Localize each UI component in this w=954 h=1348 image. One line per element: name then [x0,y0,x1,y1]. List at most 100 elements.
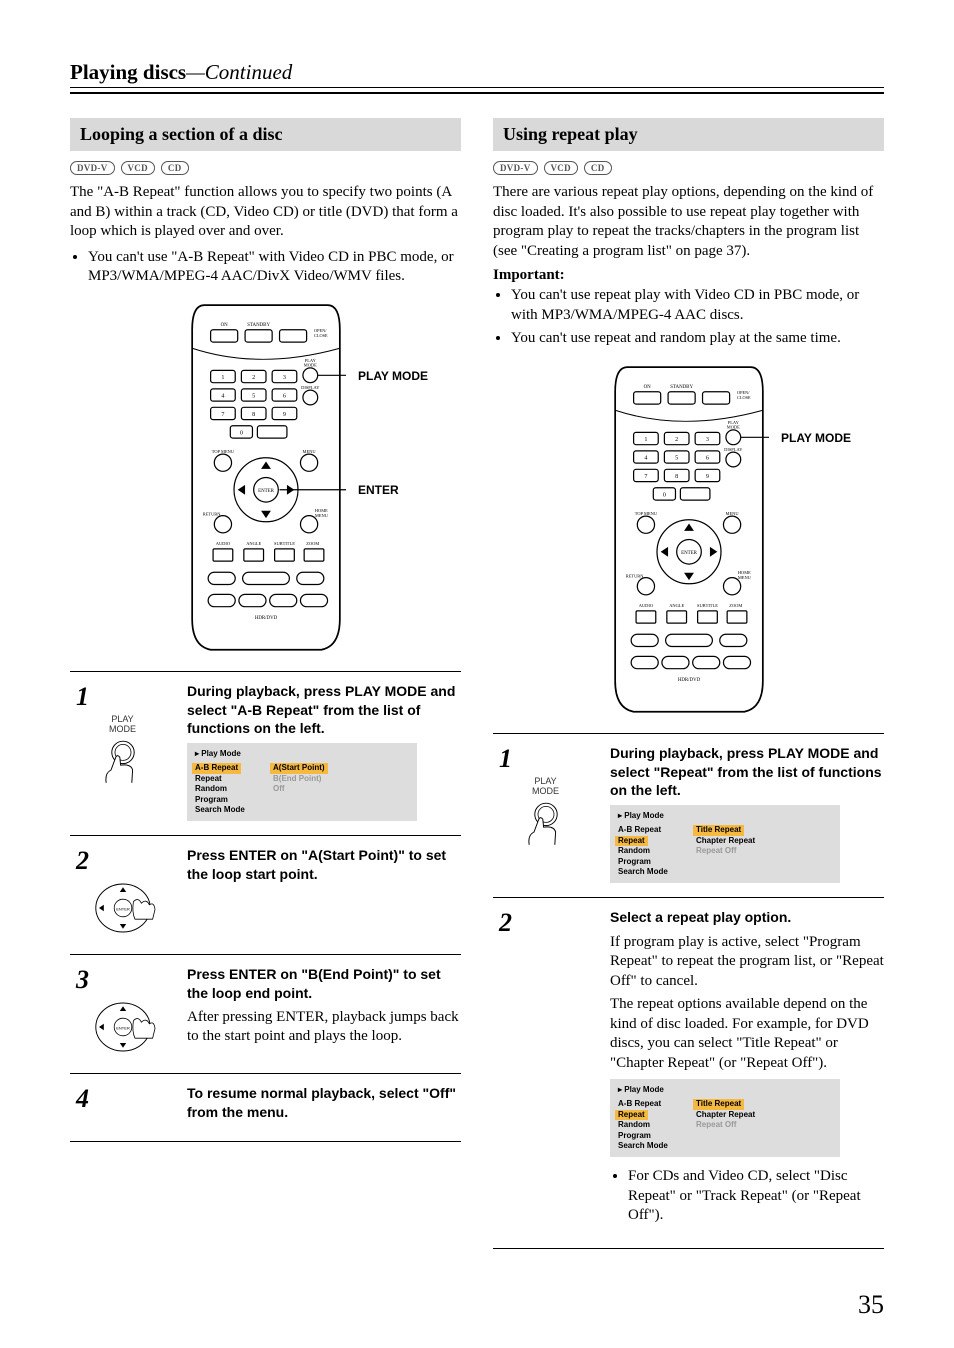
svg-text:CLOSE: CLOSE [313,333,327,338]
svg-text:MENU: MENU [314,512,328,517]
menu-title: Play Mode [624,811,664,820]
svg-text:AUDIO: AUDIO [215,541,230,546]
step-1-right: 1 PLAY MODE During playback, press PLAY … [493,733,884,897]
menu-item: A-B Repeat [192,763,241,773]
svg-text:6: 6 [705,455,708,461]
right-column: Using repeat play DVD-V VCD CD There are… [493,118,884,1249]
menu-item: Program [195,795,273,805]
svg-text:ON: ON [643,385,651,390]
svg-text:4: 4 [221,393,224,399]
remote-icon: ONSTANDBYOPEN/CLOSE 1 2 3 4 5 6 7 8 9 0 … [186,299,346,656]
callout-enter: ENTER [358,483,399,497]
disc-badges-right: DVD-V VCD CD [493,161,884,175]
menu-item: Program [618,1131,696,1141]
svg-text:9: 9 [282,411,285,417]
remote-illustration-right: ONSTANDBYOPEN/CLOSE 1 2 3 4 5 6 7 8 9 0 … [493,361,884,718]
svg-text:ON: ON [220,323,228,328]
menu-item: A-B Repeat [618,1099,696,1109]
intro-left: The "A-B Repeat" function allows you to … [70,183,461,242]
svg-text:6: 6 [282,393,285,399]
press-button-icon [95,734,151,790]
menu-item: B(End Point) [273,774,409,784]
step-heading: During playback, press PLAY MODE and sel… [610,744,884,799]
svg-text:9: 9 [705,473,708,479]
menu-item: Off [273,784,409,794]
svg-text:2: 2 [252,374,255,380]
step-extra: If program play is active, select "Progr… [610,933,884,992]
svg-text:0: 0 [239,430,242,436]
svg-text:MENU: MENU [302,448,316,453]
step-3-left: 3 ENTER Press ENTER on "B(End Point)" to… [70,954,461,1073]
step-heading: To resume normal playback, select "Off" … [187,1084,461,1120]
menu-item: Repeat Off [696,846,832,856]
svg-text:SUBTITLE: SUBTITLE [274,541,295,546]
step-heading: During playback, press PLAY MODE and sel… [187,682,461,737]
svg-text:8: 8 [252,411,255,417]
step-number: 1 [499,744,512,774]
svg-text:ENTER: ENTER [116,907,130,912]
svg-text:RETURN: RETURN [625,573,643,578]
svg-text:7: 7 [644,473,647,479]
svg-text:STANDBY: STANDBY [670,385,693,390]
svg-text:DISPLAY: DISPLAY [301,384,320,389]
step-1-left: 1 PLAY MODE During playback, press PLAY … [70,671,461,835]
svg-text:ANGLE: ANGLE [669,603,684,608]
menu-item: Program [618,857,696,867]
svg-text:CLOSE: CLOSE [736,395,750,400]
menu-title: Play Mode [624,1085,664,1094]
bullets-left: You can't use "A-B Repeat" with Video CD… [88,248,461,287]
page-title-sep: — [186,60,205,84]
menu-item: A(Start Point) [270,763,328,773]
step-heading: Select a repeat play option. [610,908,884,926]
svg-text:DISPLAY: DISPLAY [724,446,743,451]
svg-text:0: 0 [662,492,665,498]
step-extra2: The repeat options available depend on t… [610,995,884,1073]
disc-badges-left: DVD-V VCD CD [70,161,461,175]
svg-text:TOP MENU: TOP MENU [211,448,234,453]
svg-text:AUDIO: AUDIO [638,603,653,608]
svg-text:SUBTITLE: SUBTITLE [697,603,718,608]
menu-item: Repeat Off [696,1120,832,1130]
step-number: 2 [499,908,512,938]
step-2-left: 2 ENTER Press ENTER on "A(Start Point)" … [70,835,461,954]
menu-item: Search Mode [618,867,696,877]
section-title-left: Looping a section of a disc [70,118,461,151]
section-title-right: Using repeat play [493,118,884,151]
svg-text:ZOOM: ZOOM [306,541,319,546]
left-column: Looping a section of a disc DVD-V VCD CD… [70,118,461,1249]
badge-dvdv: DVD-V [493,161,538,175]
tail-bullets: For CDs and Video CD, select "Disc Repea… [628,1167,884,1226]
page-number: 35 [858,1290,884,1320]
svg-text:5: 5 [252,393,255,399]
step-icon-label: PLAY MODE [109,714,136,734]
menu-title: Play Mode [201,749,241,758]
callout-play-mode: PLAY MODE [358,369,428,383]
svg-text:ENTER: ENTER [258,489,275,494]
menu-item: Title Repeat [693,1099,744,1109]
step-icon-label: PLAY MODE [532,776,559,796]
menu-screenshot: ▸ Play Mode A-B RepeatA(Start Point) Rep… [187,743,417,821]
svg-text:MODE: MODE [726,424,739,429]
menu-item: Repeat [615,1110,648,1120]
step-number: 3 [76,965,89,995]
page-title-sub: Continued [205,60,293,84]
menu-item: Random [618,846,696,856]
step-number: 1 [76,682,89,712]
dpad-enter-icon: ENTER [87,995,159,1059]
step-extra: After pressing ENTER, playback jumps bac… [187,1008,461,1047]
bullets-right: You can't use repeat play with Video CD … [511,286,884,349]
dpad-enter-icon: ENTER [87,876,159,940]
step-heading: Press ENTER on "B(End Point)" to set the… [187,965,461,1001]
menu-item: Search Mode [195,805,273,815]
svg-text:8: 8 [675,473,678,479]
svg-text:STANDBY: STANDBY [247,323,270,328]
menu-item: Chapter Repeat [696,1110,832,1120]
badge-vcd: VCD [121,161,155,175]
step-4-left: 4 To resume normal playback, select "Off… [70,1073,461,1141]
badge-vcd: VCD [544,161,578,175]
press-button-icon [518,796,574,852]
svg-text:HDR/DVD: HDR/DVD [677,677,700,682]
bullet-item: You can't use "A-B Repeat" with Video CD… [88,248,461,287]
badge-cd: CD [584,161,612,175]
badge-dvdv: DVD-V [70,161,115,175]
